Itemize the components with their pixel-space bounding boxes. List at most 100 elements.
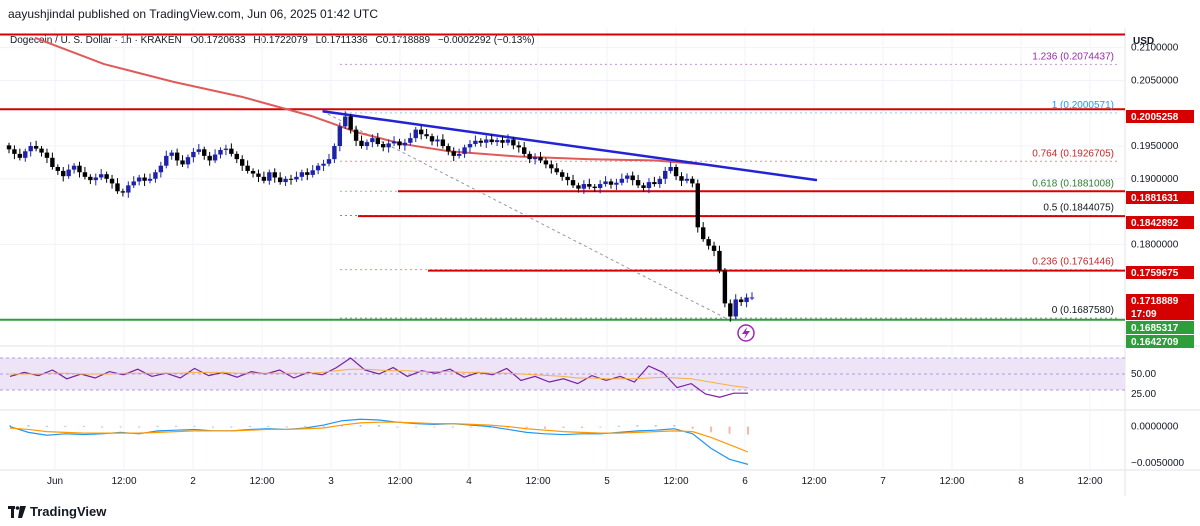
macd-histogram-bar — [470, 426, 473, 428]
legend-open: 0.1720633 — [198, 35, 246, 46]
candle-body — [467, 144, 473, 148]
candle-body — [120, 191, 126, 193]
macd-histogram-bar — [175, 425, 178, 427]
candle-body — [402, 142, 408, 146]
candle-body — [386, 143, 391, 148]
price-tag-label: 0.1842892 — [1131, 218, 1179, 229]
price-tag-label: 0.2005258 — [1131, 112, 1179, 123]
candle-body — [489, 139, 494, 143]
macd-histogram-bar — [580, 426, 583, 428]
macd-histogram-bar — [45, 425, 48, 427]
legend-high-label: H — [253, 35, 260, 46]
candle-body — [28, 146, 33, 152]
price-axis[interactable]: 0.2100000 0.2050000 0.1950000 0.1900000 0.18… — [1131, 43, 1185, 469]
macd-histogram-bar — [599, 426, 602, 428]
candle-body — [733, 299, 738, 317]
fib-labels-layer: 1.236 (0.2074437) 1 (0.2000571) 0.764 (0.1… — [1032, 51, 1114, 316]
price-tag-label: 0.1759675 — [1131, 268, 1179, 279]
candle-body — [418, 129, 424, 135]
macd-histogram-bar — [82, 425, 85, 427]
macd-histogram-bar — [119, 426, 122, 428]
macd-histogram-bar — [673, 425, 676, 427]
footer: TradingView — [0, 496, 1200, 526]
time-axis[interactable]: Jun 12:00 2 12:00 3 12:00 4 12:00 5 12:00 6 12:00 7 1… — [47, 476, 1103, 487]
macd-histogram-bar — [359, 425, 362, 427]
candle-body — [218, 149, 223, 155]
time-tick-label: 12:00 — [525, 476, 550, 487]
candle-body — [538, 157, 543, 161]
candle-body — [456, 153, 462, 156]
price-tick-label: 0.1800000 — [1131, 239, 1179, 250]
candle-body — [711, 245, 717, 251]
candle-body — [196, 149, 202, 152]
rsi-average-line — [10, 368, 749, 389]
candle-body — [55, 167, 61, 171]
macd-histogram-bar — [9, 425, 11, 427]
chart-canvas[interactable]: USD Dogecoin / U. S. Dollar · 1h · KRAKE… — [0, 0, 1200, 496]
candle-body — [142, 177, 147, 181]
time-tick-label: 12:00 — [663, 476, 688, 487]
candle-body — [267, 172, 272, 181]
publisher-line: aayushjindal published on TradingView.co… — [8, 7, 379, 21]
price-tag — [1126, 266, 1194, 279]
fib-level-label: 1 (0.2000571) — [1052, 100, 1114, 111]
drawings-layer — [0, 33, 1125, 321]
candle-body — [229, 148, 234, 154]
candle-body — [565, 176, 570, 181]
macd-histogram-bar — [322, 425, 325, 427]
candle-body — [50, 157, 55, 168]
candle-body — [695, 183, 700, 228]
candle-body — [202, 149, 207, 156]
candle-body — [522, 147, 527, 154]
macd-histogram-bar — [396, 426, 399, 428]
candle-body — [136, 177, 142, 182]
candle-body — [359, 140, 364, 147]
candle-body — [587, 184, 592, 187]
candle-body — [337, 126, 343, 147]
macd-histogram-bar — [156, 425, 159, 427]
candle-body — [153, 172, 158, 179]
macd-histogram-bar — [414, 426, 417, 428]
price-tags-layer: 0.2005258 0.1881631 0.1842892 0.1759675 0.17… — [1126, 110, 1194, 348]
candle-body — [646, 182, 652, 188]
macd-histogram-bar — [433, 426, 436, 428]
candle-body — [527, 153, 532, 160]
candle-body — [158, 165, 164, 173]
macd-histogram-bar — [636, 425, 639, 427]
macd-histogram-bar — [230, 426, 233, 428]
candle-body — [625, 175, 630, 179]
macd-layer — [9, 418, 749, 465]
candle-body — [570, 180, 576, 186]
candle-body — [424, 134, 429, 137]
time-tick-label: 12:00 — [387, 476, 412, 487]
macd-histogram-bar — [691, 426, 694, 429]
lightning-icon[interactable] — [737, 324, 755, 342]
candle-body — [261, 176, 267, 181]
candle-body — [663, 170, 668, 179]
macd-histogram-bar — [728, 426, 731, 434]
candle-body — [82, 172, 88, 177]
candle-body — [744, 297, 749, 303]
candle-body — [6, 145, 12, 150]
candle-body — [652, 182, 657, 185]
candle-body — [473, 140, 478, 145]
candle-body — [603, 181, 608, 185]
candle-body — [478, 140, 484, 143]
candle-body — [554, 168, 559, 173]
tradingview-logo[interactable]: TradingView — [8, 504, 106, 519]
tradingview-logo-icon — [8, 505, 26, 518]
legend: Dogecoin / U. S. Dollar · 1h · KRAKEN O0… — [10, 35, 535, 46]
legend-close-label: C — [376, 35, 383, 46]
candle-body — [283, 178, 288, 183]
fib-level-label: 0 (0.1687580) — [1052, 305, 1114, 316]
candle-body — [164, 155, 169, 166]
candle-body — [169, 152, 174, 156]
legend-symbol: Dogecoin / U. S. Dollar · 1h · KRAKEN — [10, 35, 182, 46]
time-tick-label: 12:00 — [111, 476, 136, 487]
candle-body — [23, 151, 28, 158]
candle-body — [408, 138, 413, 143]
candle-body — [549, 164, 554, 169]
time-tick-label: 6 — [742, 476, 748, 487]
rsi-tick-label: 50.00 — [1131, 369, 1156, 380]
candle-body — [700, 227, 706, 240]
